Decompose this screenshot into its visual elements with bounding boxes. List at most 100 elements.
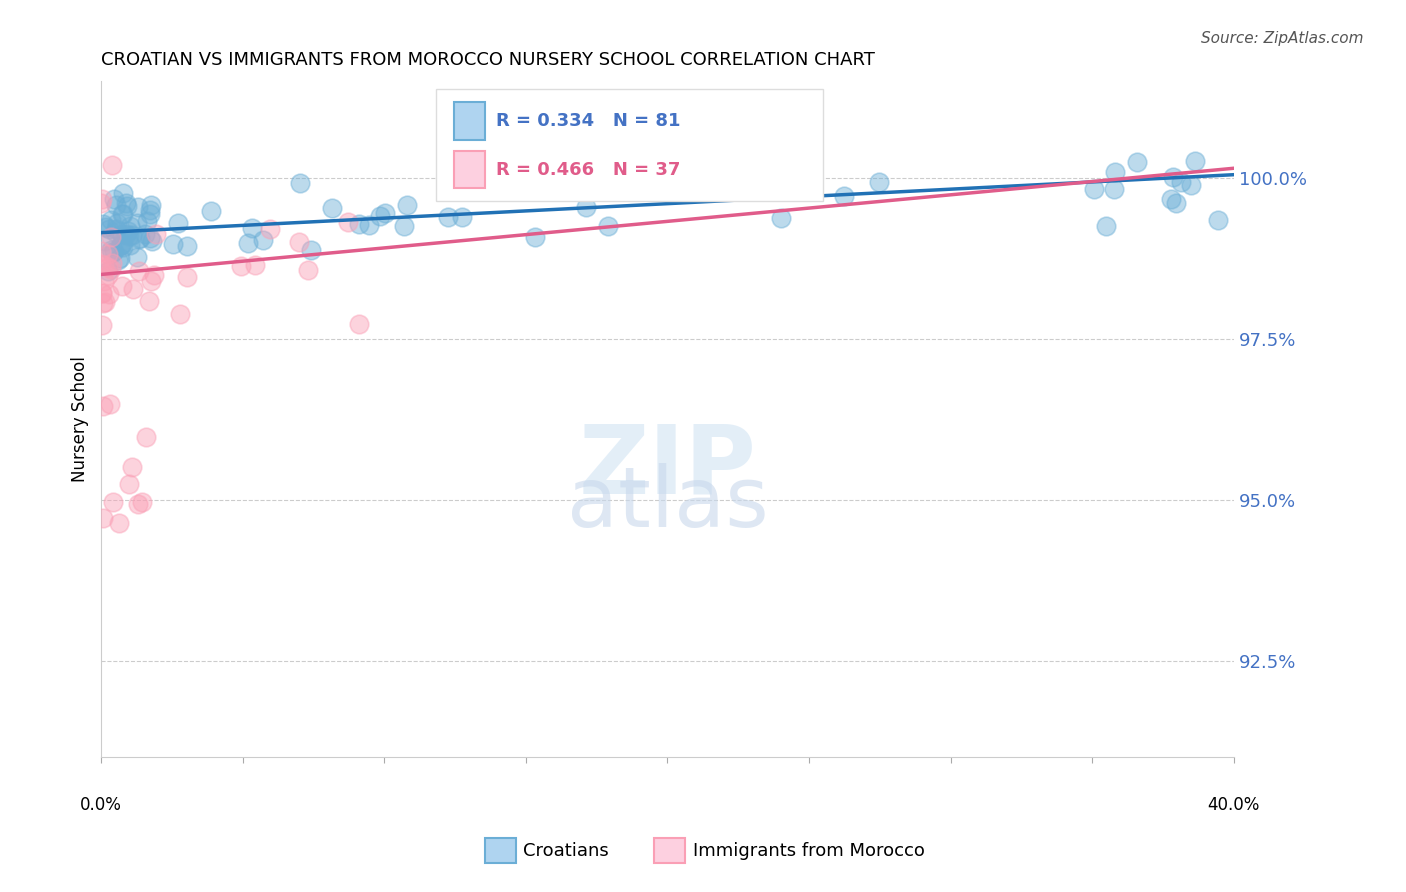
Point [1161,169,1184,184]
Point [145,227,167,241]
Text: Immigrants from Morocco: Immigrants from Morocco [693,842,925,860]
Point [111,206,134,220]
Point [98,286,121,301]
Point [90,318,112,332]
Point [101,256,124,270]
Point [118,476,141,491]
Point [90,285,112,300]
Point [135,214,157,228]
Point [832,189,855,203]
Point [93,235,115,249]
Point [347,317,370,331]
Point [110,251,132,265]
Point [524,230,547,244]
Point [135,430,157,444]
Point [1094,219,1116,233]
Point [91,295,114,310]
Point [100,243,122,257]
Point [1102,182,1125,196]
Point [93,217,115,231]
Point [167,216,190,230]
Point [97,268,120,283]
Point [128,232,150,246]
Point [139,207,162,221]
Point [97,246,120,260]
Point [374,206,396,220]
Text: Croatians: Croatians [523,842,609,860]
Point [97,260,120,274]
Text: 40.0%: 40.0% [1208,796,1260,814]
Point [103,244,125,258]
Point [111,186,134,200]
Point [100,212,122,227]
Point [252,233,274,247]
Point [868,175,890,189]
Point [139,197,162,211]
Point [138,231,160,245]
Point [1160,192,1182,206]
Point [176,270,198,285]
Point [104,198,127,212]
Point [238,235,260,250]
Point [115,227,138,241]
Point [337,215,360,229]
Point [93,258,115,272]
Point [127,200,149,214]
Point [1170,175,1192,189]
Point [90,195,112,210]
Point [1206,213,1229,227]
Point [1184,153,1206,168]
Point [1180,178,1202,193]
Point [117,224,139,238]
Point [1166,196,1188,211]
Point [297,262,319,277]
Point [104,225,127,239]
Point [143,268,166,283]
Point [357,219,380,233]
Point [134,227,156,241]
Point [93,274,115,288]
Point [288,235,311,249]
Point [792,180,814,194]
Point [104,222,127,236]
Point [162,237,184,252]
Point [139,202,162,217]
Point [103,192,125,206]
Point [90,192,112,206]
Point [115,199,138,213]
Point [97,222,120,236]
Point [118,237,141,252]
Point [131,494,153,508]
Text: atlas: atlas [567,463,768,544]
Point [240,220,263,235]
Point [100,261,122,276]
Point [101,245,124,260]
Point [94,220,117,235]
Point [176,239,198,253]
Point [108,516,131,531]
Point [769,211,792,225]
Point [127,216,149,230]
Point [1126,155,1149,169]
Point [138,293,160,308]
Point [290,176,312,190]
Point [574,200,596,214]
Point [1083,182,1105,196]
Point [596,219,619,233]
Point [396,197,419,211]
Point [141,274,163,288]
Point [127,250,149,264]
Text: ZIP: ZIP [578,420,756,513]
Point [115,196,138,211]
Point [437,210,460,224]
Point [97,264,120,278]
Point [103,495,125,509]
Point [111,227,134,242]
Point [105,216,128,230]
Text: R = 0.466   N = 37: R = 0.466 N = 37 [496,161,681,178]
Point [368,209,391,223]
Point [299,243,322,257]
Point [259,222,281,236]
Point [90,244,112,258]
Point [121,460,143,475]
